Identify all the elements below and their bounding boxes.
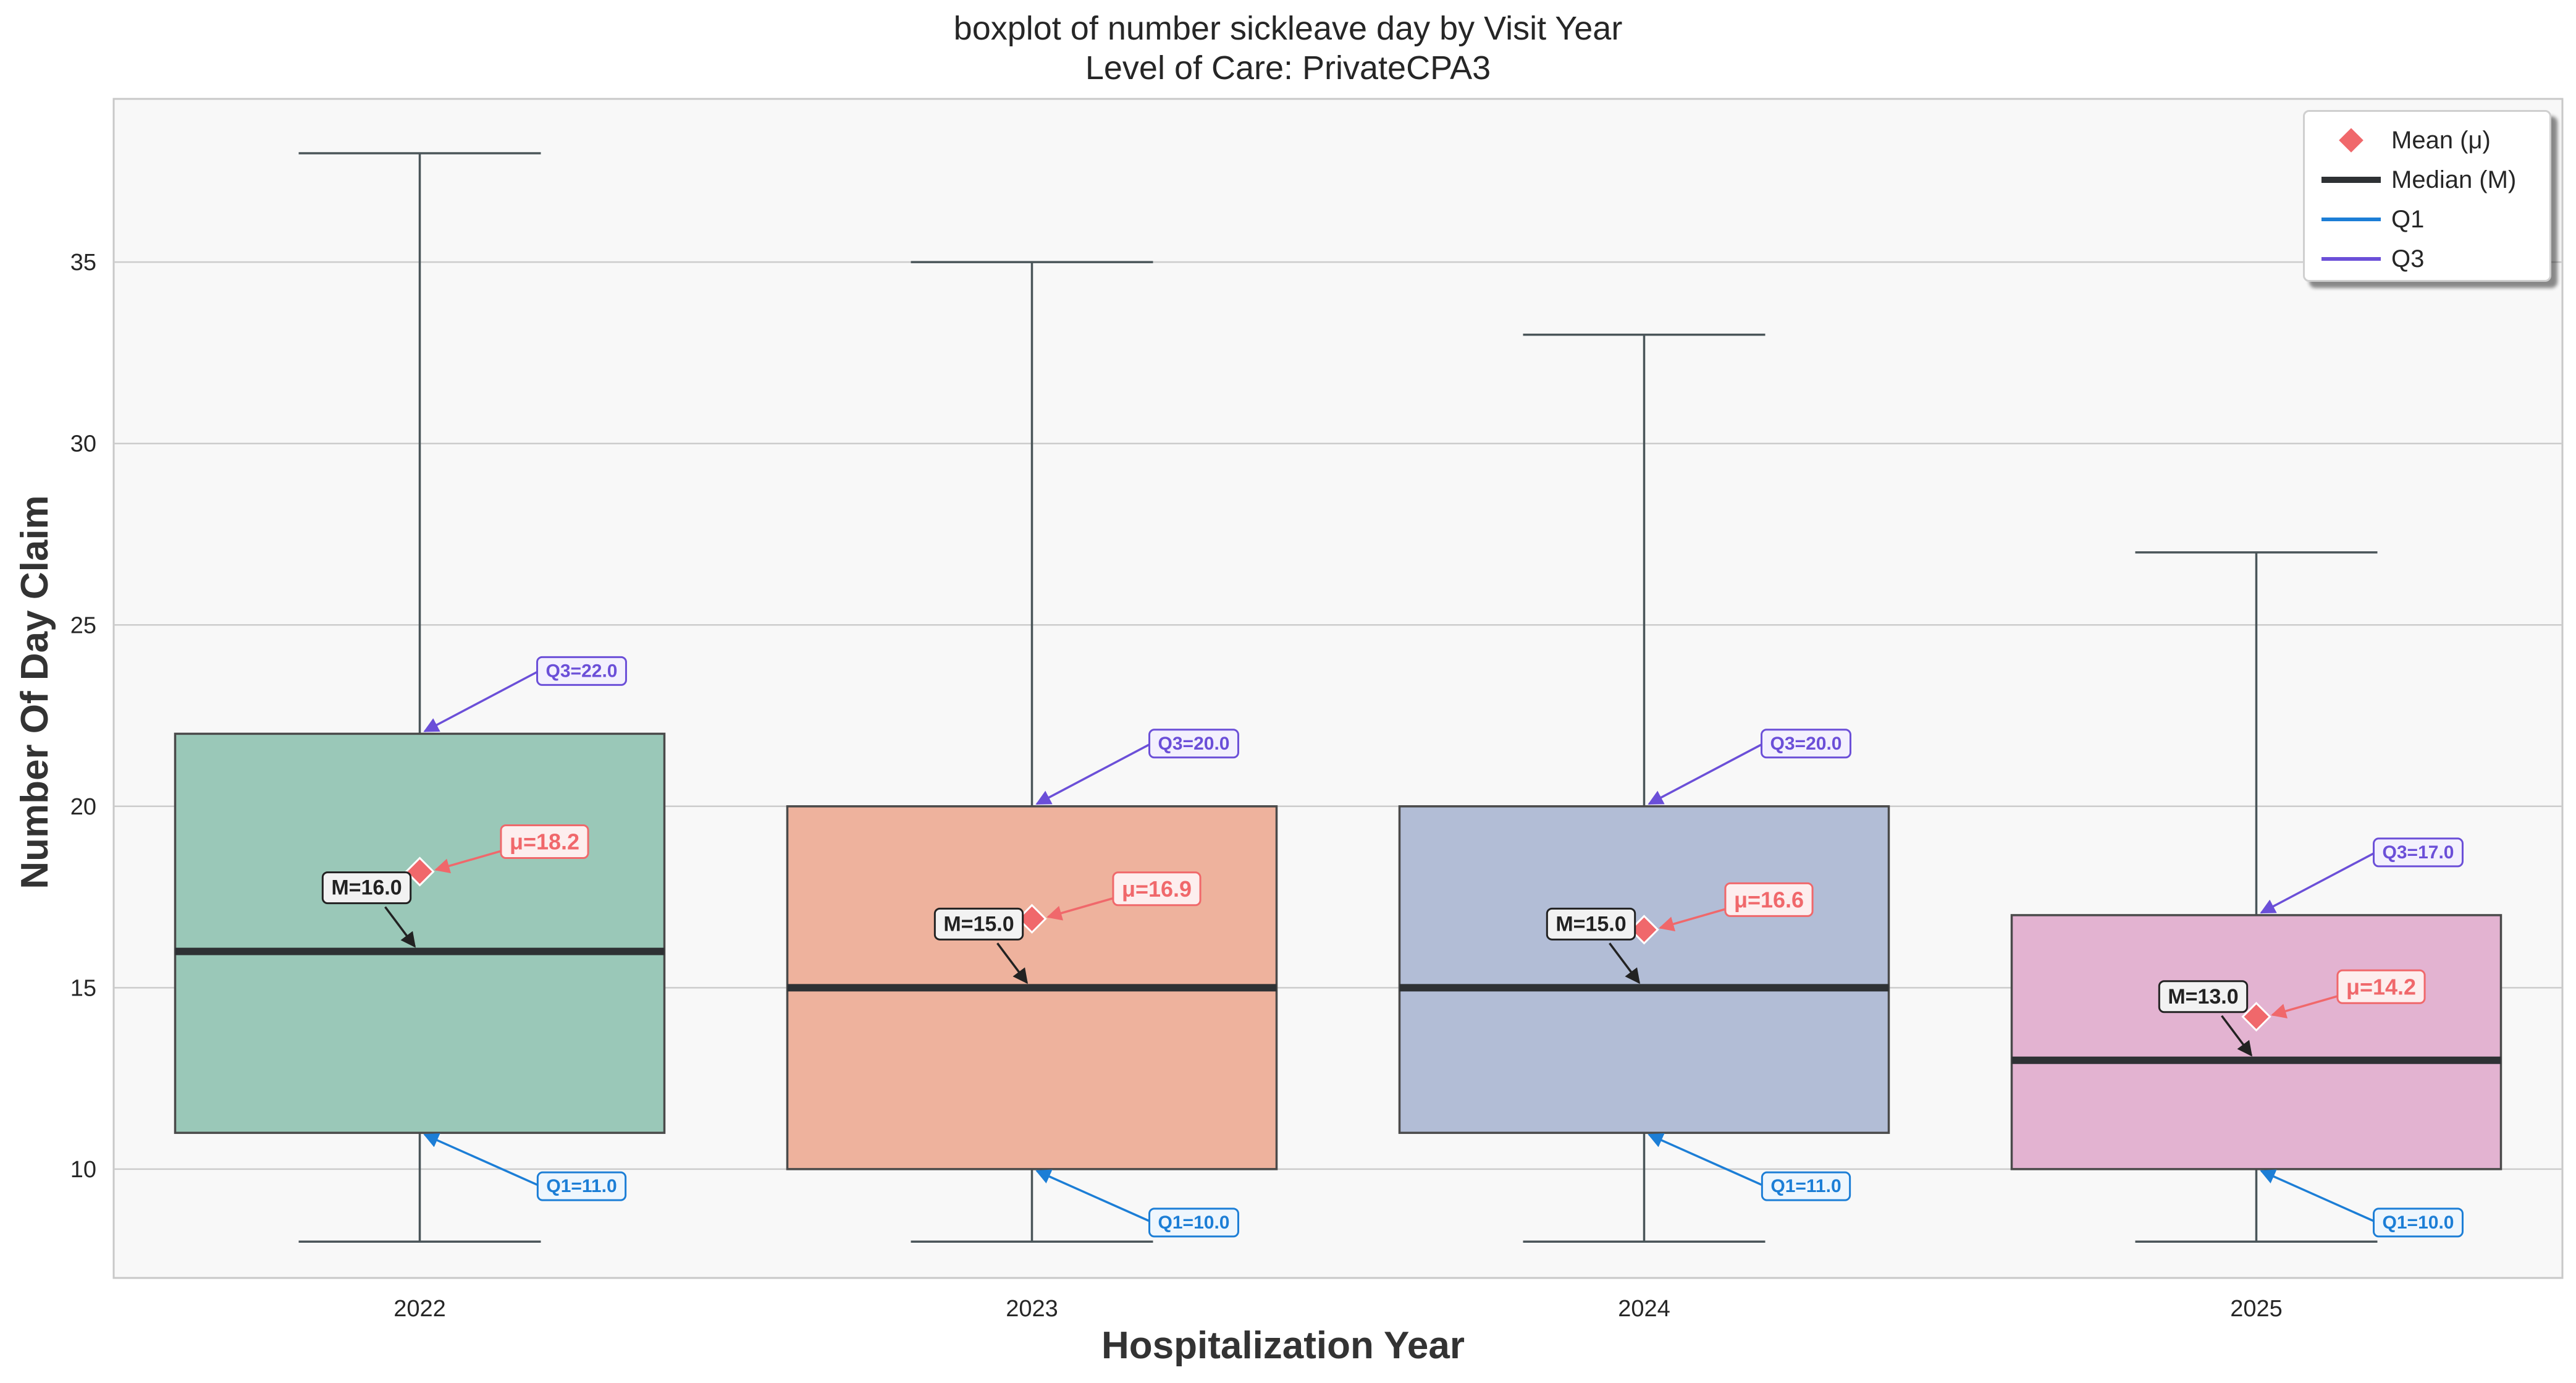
q3-line-icon	[2321, 257, 2381, 261]
q1-label-box	[2373, 1207, 2464, 1238]
mean-label: μ=16.6	[1734, 887, 1804, 912]
mean-arrow	[1659, 905, 1736, 932]
y-tick-label: 30	[70, 431, 96, 457]
legend-label: Q1	[2391, 205, 2425, 233]
q1-arrow	[1648, 1133, 1762, 1186]
median-arrow	[1609, 942, 1640, 984]
mean-arrow	[2271, 992, 2348, 1018]
chart-title-line-1: boxplot of number sickleave day by Visit…	[953, 10, 1623, 47]
mean-marker	[2241, 1002, 2271, 1032]
q1-line-icon	[2321, 218, 2381, 221]
median-label: M=15.0	[1555, 912, 1626, 936]
mean-label: μ=18.2	[510, 829, 579, 854]
legend-label: Q3	[2391, 245, 2425, 273]
median-label: M=16.0	[331, 876, 402, 900]
q1-label: Q1=11.0	[546, 1176, 617, 1196]
q3-arrow	[1035, 743, 1150, 805]
median-arrow	[996, 942, 1028, 984]
mean-label-box	[1724, 882, 1814, 917]
mean-label: μ=16.9	[1122, 876, 1192, 902]
median-line-icon	[2321, 177, 2381, 183]
legend-item-median: Median (M)	[2317, 160, 2537, 200]
y-tick-label: 10	[70, 1157, 96, 1183]
median-label: M=13.0	[2168, 985, 2238, 1009]
legend: Mean (μ) Median (M) Q1 Q3	[2303, 110, 2551, 282]
chart-title: boxplot of number sickleave day by Visit…	[0, 9, 2576, 88]
y-tick-label: 15	[70, 975, 96, 1001]
box-iqr	[1398, 805, 1890, 1134]
mean-label: μ=14.2	[2346, 974, 2416, 999]
median-label-box	[321, 871, 412, 905]
q3-label: Q3=22.0	[546, 661, 618, 681]
legend-item-mean: Mean (μ)	[2317, 121, 2537, 160]
q3-arrow	[2260, 852, 2375, 914]
q3-arrow	[423, 670, 538, 732]
q3-label-box	[2373, 837, 2464, 868]
median-label-box	[2158, 980, 2249, 1013]
y-axis-label: Number Of Day Claim	[14, 495, 56, 889]
q1-label: Q1=10.0	[2383, 1212, 2454, 1233]
q1-label: Q1=11.0	[1770, 1176, 1841, 1196]
y-tick-label: 20	[70, 794, 96, 820]
q1-label-box	[536, 1171, 627, 1201]
mean-label-box	[500, 824, 589, 859]
q1-arrow	[1035, 1169, 1150, 1222]
x-tick-label: 2024	[1618, 1296, 1670, 1322]
box-iqr	[2010, 914, 2502, 1170]
median-label-box	[933, 907, 1024, 941]
q3-label-box	[1148, 729, 1239, 759]
q1-arrow	[2260, 1169, 2375, 1222]
legend-item-q1: Q1	[2317, 200, 2537, 239]
q3-label: Q3=20.0	[1158, 734, 1230, 754]
x-axis-label: Hospitalization Year	[1101, 1324, 1465, 1367]
median-arrow	[384, 906, 416, 948]
x-tick-label: 2025	[2230, 1296, 2283, 1322]
q1-label-box	[1148, 1207, 1239, 1238]
mean-label-box	[1112, 871, 1202, 907]
q1-label: Q1=10.0	[1158, 1212, 1230, 1233]
median-arrow	[2221, 1015, 2252, 1057]
q3-label-box	[1761, 729, 1851, 759]
mean-arrow	[1046, 894, 1124, 921]
median-label-box	[1546, 907, 1636, 941]
chart-title-line-2: Level of Care: PrivateCPA3	[1085, 49, 1491, 87]
q3-label: Q3=20.0	[1770, 734, 1842, 754]
y-tick-label: 25	[70, 612, 96, 638]
q3-arrow	[1648, 743, 1762, 805]
legend-label: Mean (μ)	[2391, 126, 2491, 154]
mean-diamond-icon	[2339, 128, 2363, 153]
mean-label-box	[2336, 969, 2426, 1004]
mean-marker	[405, 856, 435, 887]
q3-label: Q3=17.0	[2383, 842, 2454, 863]
median-label: M=15.0	[943, 912, 1014, 936]
y-tick-label: 35	[70, 250, 96, 276]
mean-arrow	[434, 847, 511, 874]
x-tick-label: 2023	[1006, 1296, 1058, 1322]
legend-label: Median (M)	[2391, 166, 2517, 193]
box-iqr	[174, 732, 666, 1134]
legend-item-q3: Q3	[2317, 239, 2537, 279]
q1-label-box	[1761, 1171, 1851, 1201]
q1-arrow	[423, 1133, 538, 1186]
x-tick-label: 2022	[394, 1296, 446, 1322]
q3-label-box	[536, 656, 627, 686]
